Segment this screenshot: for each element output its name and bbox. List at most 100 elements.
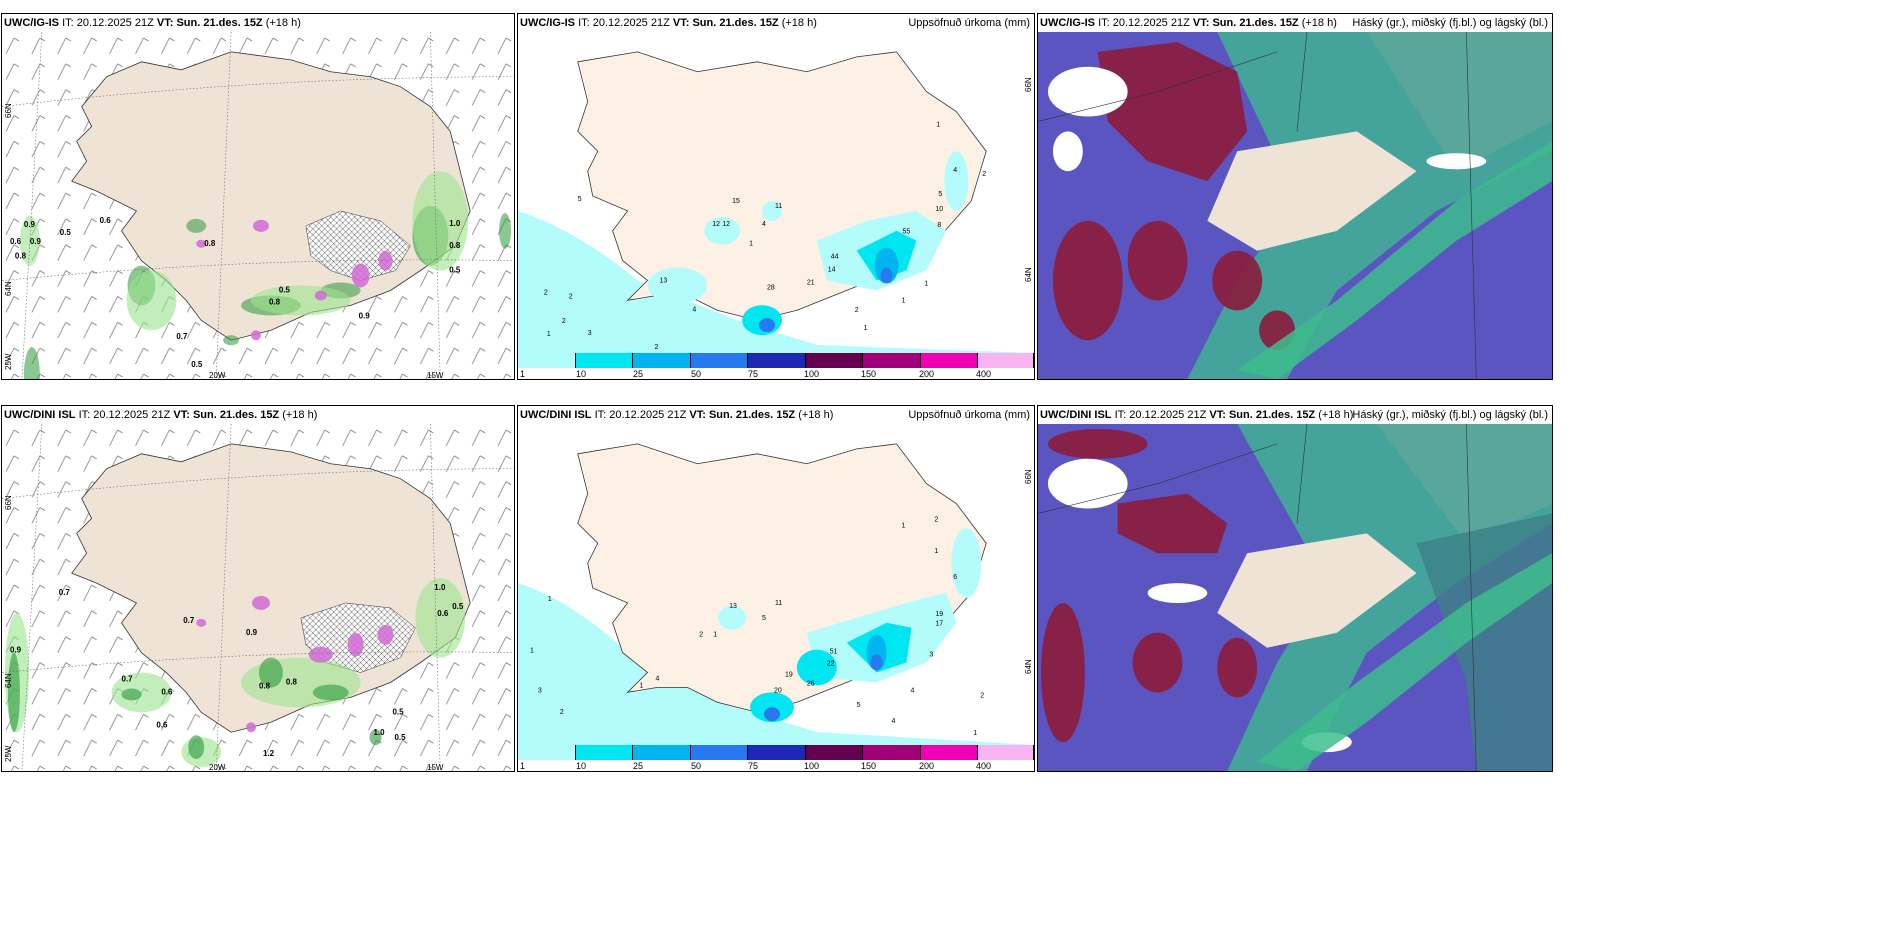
wind-map: 0.9 0.6 0.9 0.5 0.8 0.6 0.8 0.5 0.7 0.5 … [2,32,514,379]
wind-map: 0.7 0.9 0.7 0.9 0.7 0.6 0.6 0.8 0.5 1.0 … [2,424,514,771]
svg-text:2: 2 [560,709,564,716]
svg-text:0.9: 0.9 [359,311,371,320]
svg-text:4: 4 [655,675,659,682]
svg-text:20: 20 [774,687,782,694]
svg-text:2: 2 [855,307,859,314]
precip-labels: 1 2 1 13 11 5 2 1 4 1 51 22 19 26 20 5 4… [530,516,984,737]
lat-label-64: 64N [4,281,13,296]
svg-text:12: 12 [722,221,730,228]
lon-label-15: 15W [427,763,444,772]
precip-map: 1 5 15 12 12 11 4 1 13 28 21 44 14 55 10… [518,32,1034,353]
precip-labels: 1 5 15 12 12 11 4 1 13 28 21 44 14 55 10… [544,121,986,351]
svg-text:1: 1 [973,730,977,737]
svg-text:2: 2 [562,318,566,325]
precip-map: 1 2 1 13 11 5 2 1 4 1 51 22 19 26 20 5 4… [518,424,1034,745]
panel-header: UWC/DINI ISL IT: 20.12.2025 21Z VT: Sun.… [520,409,834,421]
svg-text:5: 5 [762,615,766,622]
svg-text:0.8: 0.8 [15,252,27,261]
svg-text:1: 1 [749,241,753,248]
svg-text:4: 4 [762,221,766,228]
svg-text:0.9: 0.9 [24,220,36,229]
svg-text:19: 19 [785,671,793,678]
colorbar-tick: 50 [691,369,702,379]
precip-panel-bottom: UWC/DINI ISL IT: 20.12.2025 21Z VT: Sun.… [517,405,1035,772]
svg-text:12: 12 [712,221,720,228]
svg-text:0.7: 0.7 [59,588,71,597]
colorbar-tick: 10 [576,369,587,379]
svg-text:4: 4 [692,306,696,313]
svg-text:2: 2 [934,516,938,523]
svg-text:1: 1 [548,596,552,603]
svg-text:6: 6 [953,574,957,581]
svg-text:44: 44 [831,254,839,261]
svg-text:0.8: 0.8 [449,241,461,250]
colorbar-swatch-7 [863,353,921,368]
svg-text:0.7: 0.7 [183,616,195,625]
precip-title: Uppsöfnuð úrkoma (mm) [908,409,1030,421]
svg-text:1: 1 [902,522,906,529]
svg-text:0.5: 0.5 [60,228,72,237]
cloud-panel-bottom: UWC/DINI ISL IT: 20.12.2025 21Z VT: Sun.… [1037,405,1553,772]
lon-label-15: 15W [427,371,444,380]
cloud-title: Háský (gr.), miðský (fj.bl.) og lágský (… [1352,409,1548,421]
svg-text:51: 51 [830,649,838,656]
colorbar-swatch-5 [748,745,806,760]
colorbar-tick: 25 [633,761,644,771]
svg-text:1: 1 [713,632,717,639]
svg-text:55: 55 [903,229,911,236]
colorbar-tick: 400 [976,761,992,771]
precip-shading [718,528,982,723]
svg-text:3: 3 [929,652,933,659]
svg-text:2: 2 [654,344,658,351]
cloud-map [1038,32,1552,379]
colorbar-swatch-9 [978,353,1034,368]
colorbar-tick: 150 [861,761,877,771]
svg-text:0.8: 0.8 [204,239,216,248]
wind-panel-bottom: UWC/DINI ISL IT: 20.12.2025 21Z VT: Sun.… [1,405,515,772]
colorbar-tick: 200 [919,761,935,771]
svg-text:1: 1 [530,648,534,655]
svg-text:11: 11 [775,600,782,607]
panel-header: UWC/IG-IS IT: 20.12.2025 21Z VT: Sun. 21… [520,17,817,29]
lon-label-25: 25W [4,353,13,370]
lon-label-25: 25W [4,745,13,762]
svg-text:1: 1 [864,325,868,332]
svg-text:0.5: 0.5 [392,707,404,716]
colorbar-swatch-6 [806,353,863,368]
svg-text:2: 2 [569,293,573,300]
svg-text:0.5: 0.5 [191,360,203,369]
svg-text:1.0: 1.0 [374,728,386,737]
colorbar-swatch-3 [633,745,691,760]
svg-text:1: 1 [934,548,938,555]
colorbar-tick: 1 [520,761,526,771]
lat-label-66: 66N [4,103,13,118]
svg-text:0.6: 0.6 [437,609,449,618]
svg-text:1: 1 [902,297,906,304]
svg-text:2: 2 [544,289,548,296]
colorbar-swatch-6 [806,745,863,760]
svg-text:28: 28 [767,284,775,291]
svg-text:1: 1 [640,682,644,689]
panel-header: UWC/DINI ISL IT: 20.12.2025 21Z VT: Sun.… [4,409,318,421]
colorbar-tick: 150 [861,369,877,379]
svg-text:13: 13 [729,603,737,610]
svg-text:22: 22 [827,661,835,668]
svg-text:19: 19 [935,611,943,618]
cloud-panel-top: UWC/IG-IS IT: 20.12.2025 21Z VT: Sun. 21… [1037,13,1553,380]
panel-header: UWC/IG-IS IT: 20.12.2025 21Z VT: Sun. 21… [1040,17,1337,29]
colorbar-tick: 75 [748,761,759,771]
lat-label-64: 64N [1024,659,1033,674]
colorbar-swatch-3 [633,353,691,368]
cloud-map [1038,424,1552,771]
colorbar-tick: 400 [976,369,992,379]
svg-text:2: 2 [980,692,984,699]
svg-text:1.0: 1.0 [434,583,446,592]
colorbar-tick: 100 [804,761,820,771]
svg-text:11: 11 [775,203,782,210]
wind-labels: 0.7 0.9 0.7 0.9 0.7 0.6 0.6 0.8 0.5 1.0 … [10,583,464,758]
colorbar-tick: 50 [691,761,702,771]
colorbar-swatch-5 [748,353,806,368]
lat-label-66: 66N [1024,469,1033,484]
svg-text:26: 26 [807,680,815,687]
svg-text:10: 10 [935,206,943,213]
